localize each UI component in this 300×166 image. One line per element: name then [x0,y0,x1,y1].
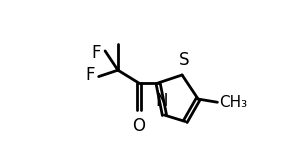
Text: S: S [178,51,189,69]
Text: CH₃: CH₃ [219,95,247,110]
Text: F: F [85,66,94,84]
Text: F: F [92,43,101,62]
Text: N: N [155,92,167,110]
Text: O: O [132,118,145,135]
